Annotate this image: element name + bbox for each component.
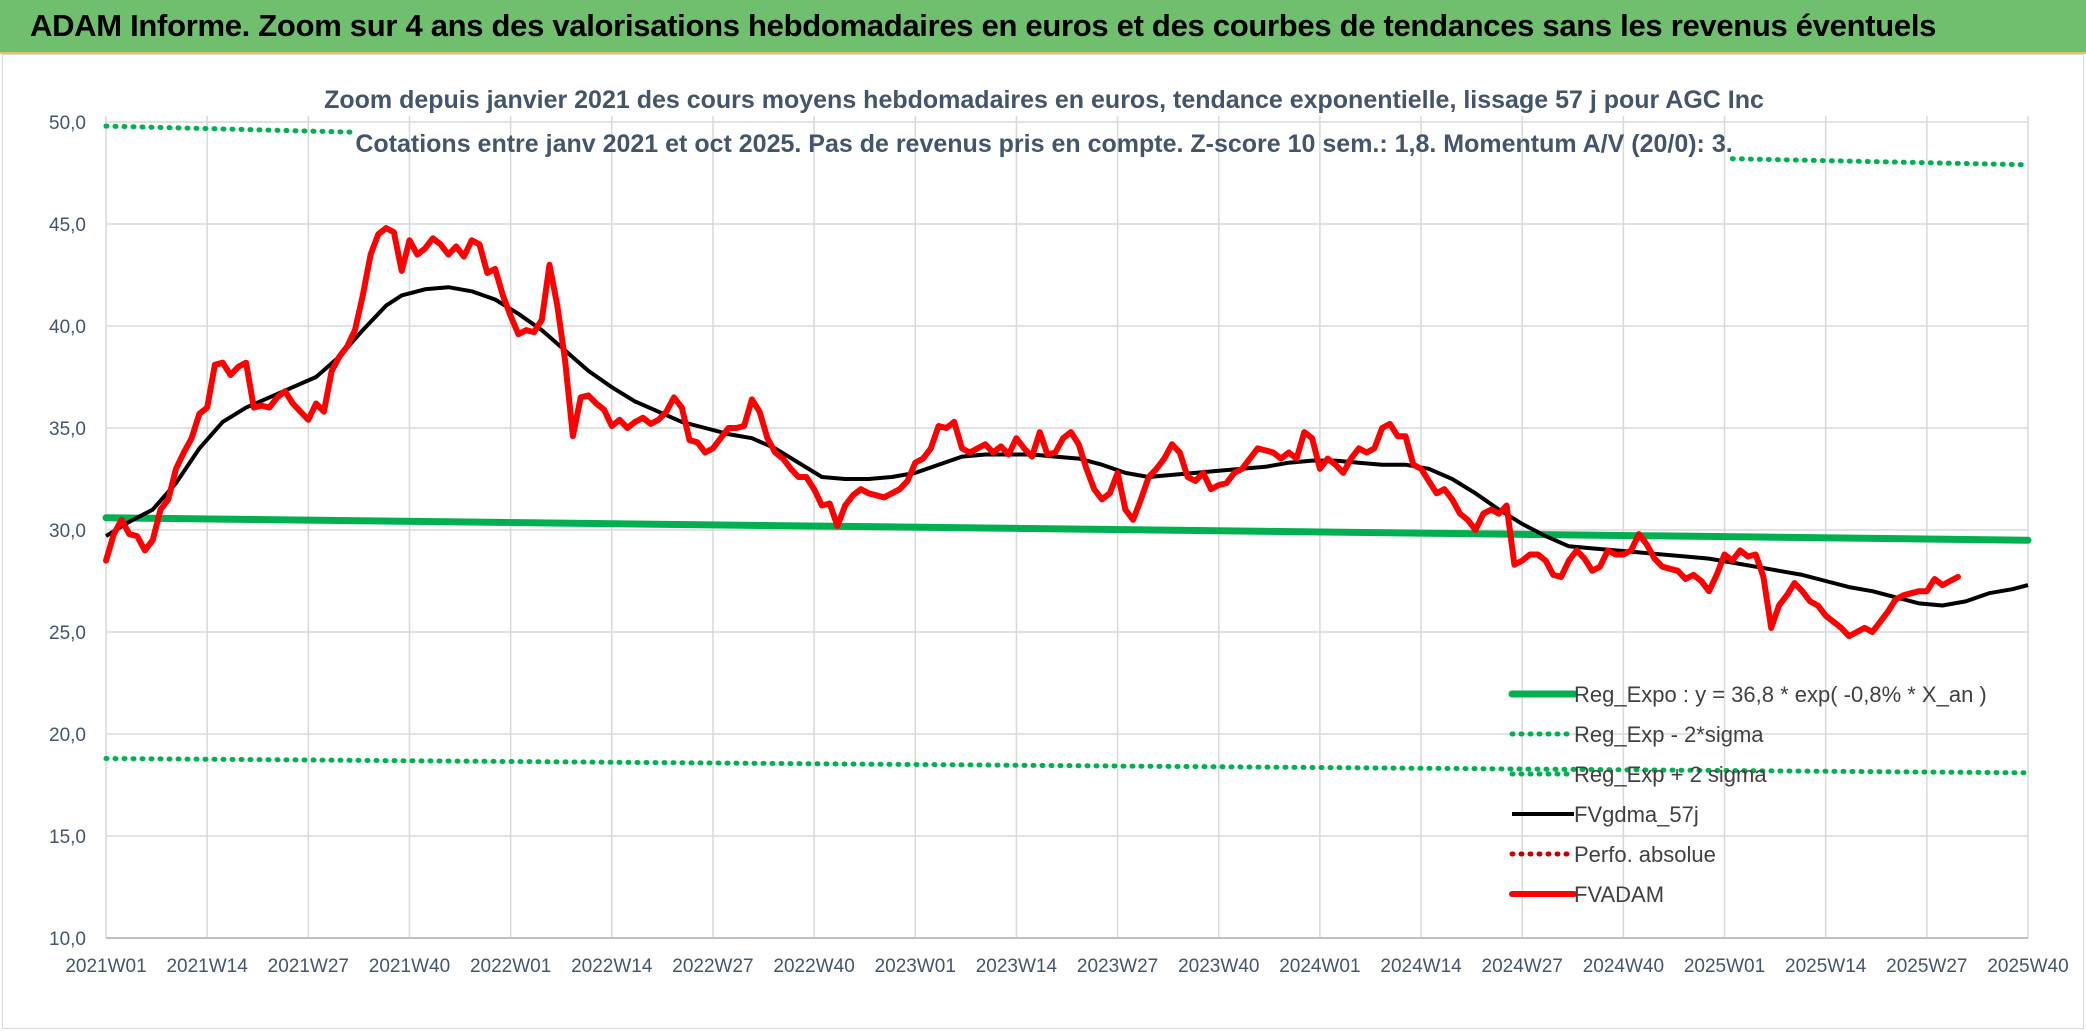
series-reg-exp-2-sigma	[103, 756, 2031, 776]
series-fvgdma-57j	[104, 285, 2029, 608]
y-tick-label: 45,0	[49, 215, 86, 236]
y-tick-label: 50,0	[49, 113, 86, 134]
report-banner: ADAM Informe. Zoom sur 4 ans des valoris…	[0, 0, 2086, 54]
y-axis-ticks: 10,0 15,0 20,0 25,0 30,0 35,0 40,0 45,0 50,0	[49, 113, 86, 950]
x-tick-label: 2021W14	[166, 956, 248, 977]
x-tick-label: 2023W14	[976, 956, 1058, 977]
x-tick-label: 2023W40	[1178, 956, 1259, 977]
x-axis-ticks: 2021W01 2021W14 2021W27 2021W40 2022W01 2022W…	[65, 956, 2068, 977]
x-tick-label: 2024W27	[1482, 956, 1563, 977]
x-tick-label: 2022W40	[773, 956, 854, 977]
y-tick-label: 40,0	[49, 317, 86, 338]
legend-label: Reg_Exp + 2 sigma	[1574, 762, 1767, 787]
x-tick-label: 2023W27	[1077, 956, 1158, 977]
x-tick-label: 2023W01	[875, 956, 956, 977]
x-tick-label: 2022W27	[672, 956, 753, 977]
series-reg-expo-y-36-8-exp-0-8-x-an	[102, 514, 2032, 544]
legend: Reg_Expo : y = 36,8 * exp( -0,8% * X_an …	[1508, 682, 1987, 907]
series-fvadam	[103, 225, 1961, 640]
legend-label: Perfo. absolue	[1574, 842, 1716, 867]
y-tick-label: 30,0	[49, 521, 86, 542]
x-tick-label: 2022W14	[571, 956, 653, 977]
x-tick-label: 2025W27	[1886, 956, 1967, 977]
chart-subtitle: Cotations entre janv 2021 et oct 2025. P…	[355, 130, 1732, 158]
x-tick-label: 2025W01	[1684, 956, 1765, 977]
y-tick-label: 15,0	[49, 827, 86, 848]
legend-label: Reg_Exp - 2*sigma	[1574, 722, 1764, 747]
series-layer	[102, 123, 2032, 776]
legend-label: FVADAM	[1574, 882, 1664, 907]
x-tick-label: 2021W01	[65, 956, 146, 977]
report-title: ADAM Informe. Zoom sur 4 ans des valoris…	[30, 8, 1937, 43]
x-tick-label: 2025W14	[1785, 956, 1867, 977]
x-tick-label: 2021W27	[268, 956, 349, 977]
x-tick-label: 2024W40	[1583, 956, 1664, 977]
chart-title: Zoom depuis janvier 2021 des cours moyen…	[324, 86, 1764, 114]
y-tick-label: 35,0	[49, 419, 86, 440]
chart-frame	[2, 54, 2084, 1029]
series-reg-exp-2-sigma	[103, 123, 358, 135]
legend-label: FVgdma_57j	[1574, 802, 1699, 827]
x-tick-label: 2021W40	[369, 956, 450, 977]
x-tick-label: 2022W01	[470, 956, 551, 977]
y-tick-label: 25,0	[49, 623, 86, 644]
x-tick-label: 2025W40	[1987, 956, 2068, 977]
series-reg-exp-2-sigma	[1729, 156, 2031, 168]
gridlines	[105, 116, 2029, 939]
y-tick-label: 20,0	[49, 725, 86, 746]
x-tick-label: 2024W01	[1279, 956, 1360, 977]
legend-label: Reg_Expo : y = 36,8 * exp( -0,8% * X_an …	[1574, 682, 1987, 707]
x-tick-label: 2024W14	[1380, 956, 1462, 977]
y-tick-label: 10,0	[49, 929, 86, 950]
